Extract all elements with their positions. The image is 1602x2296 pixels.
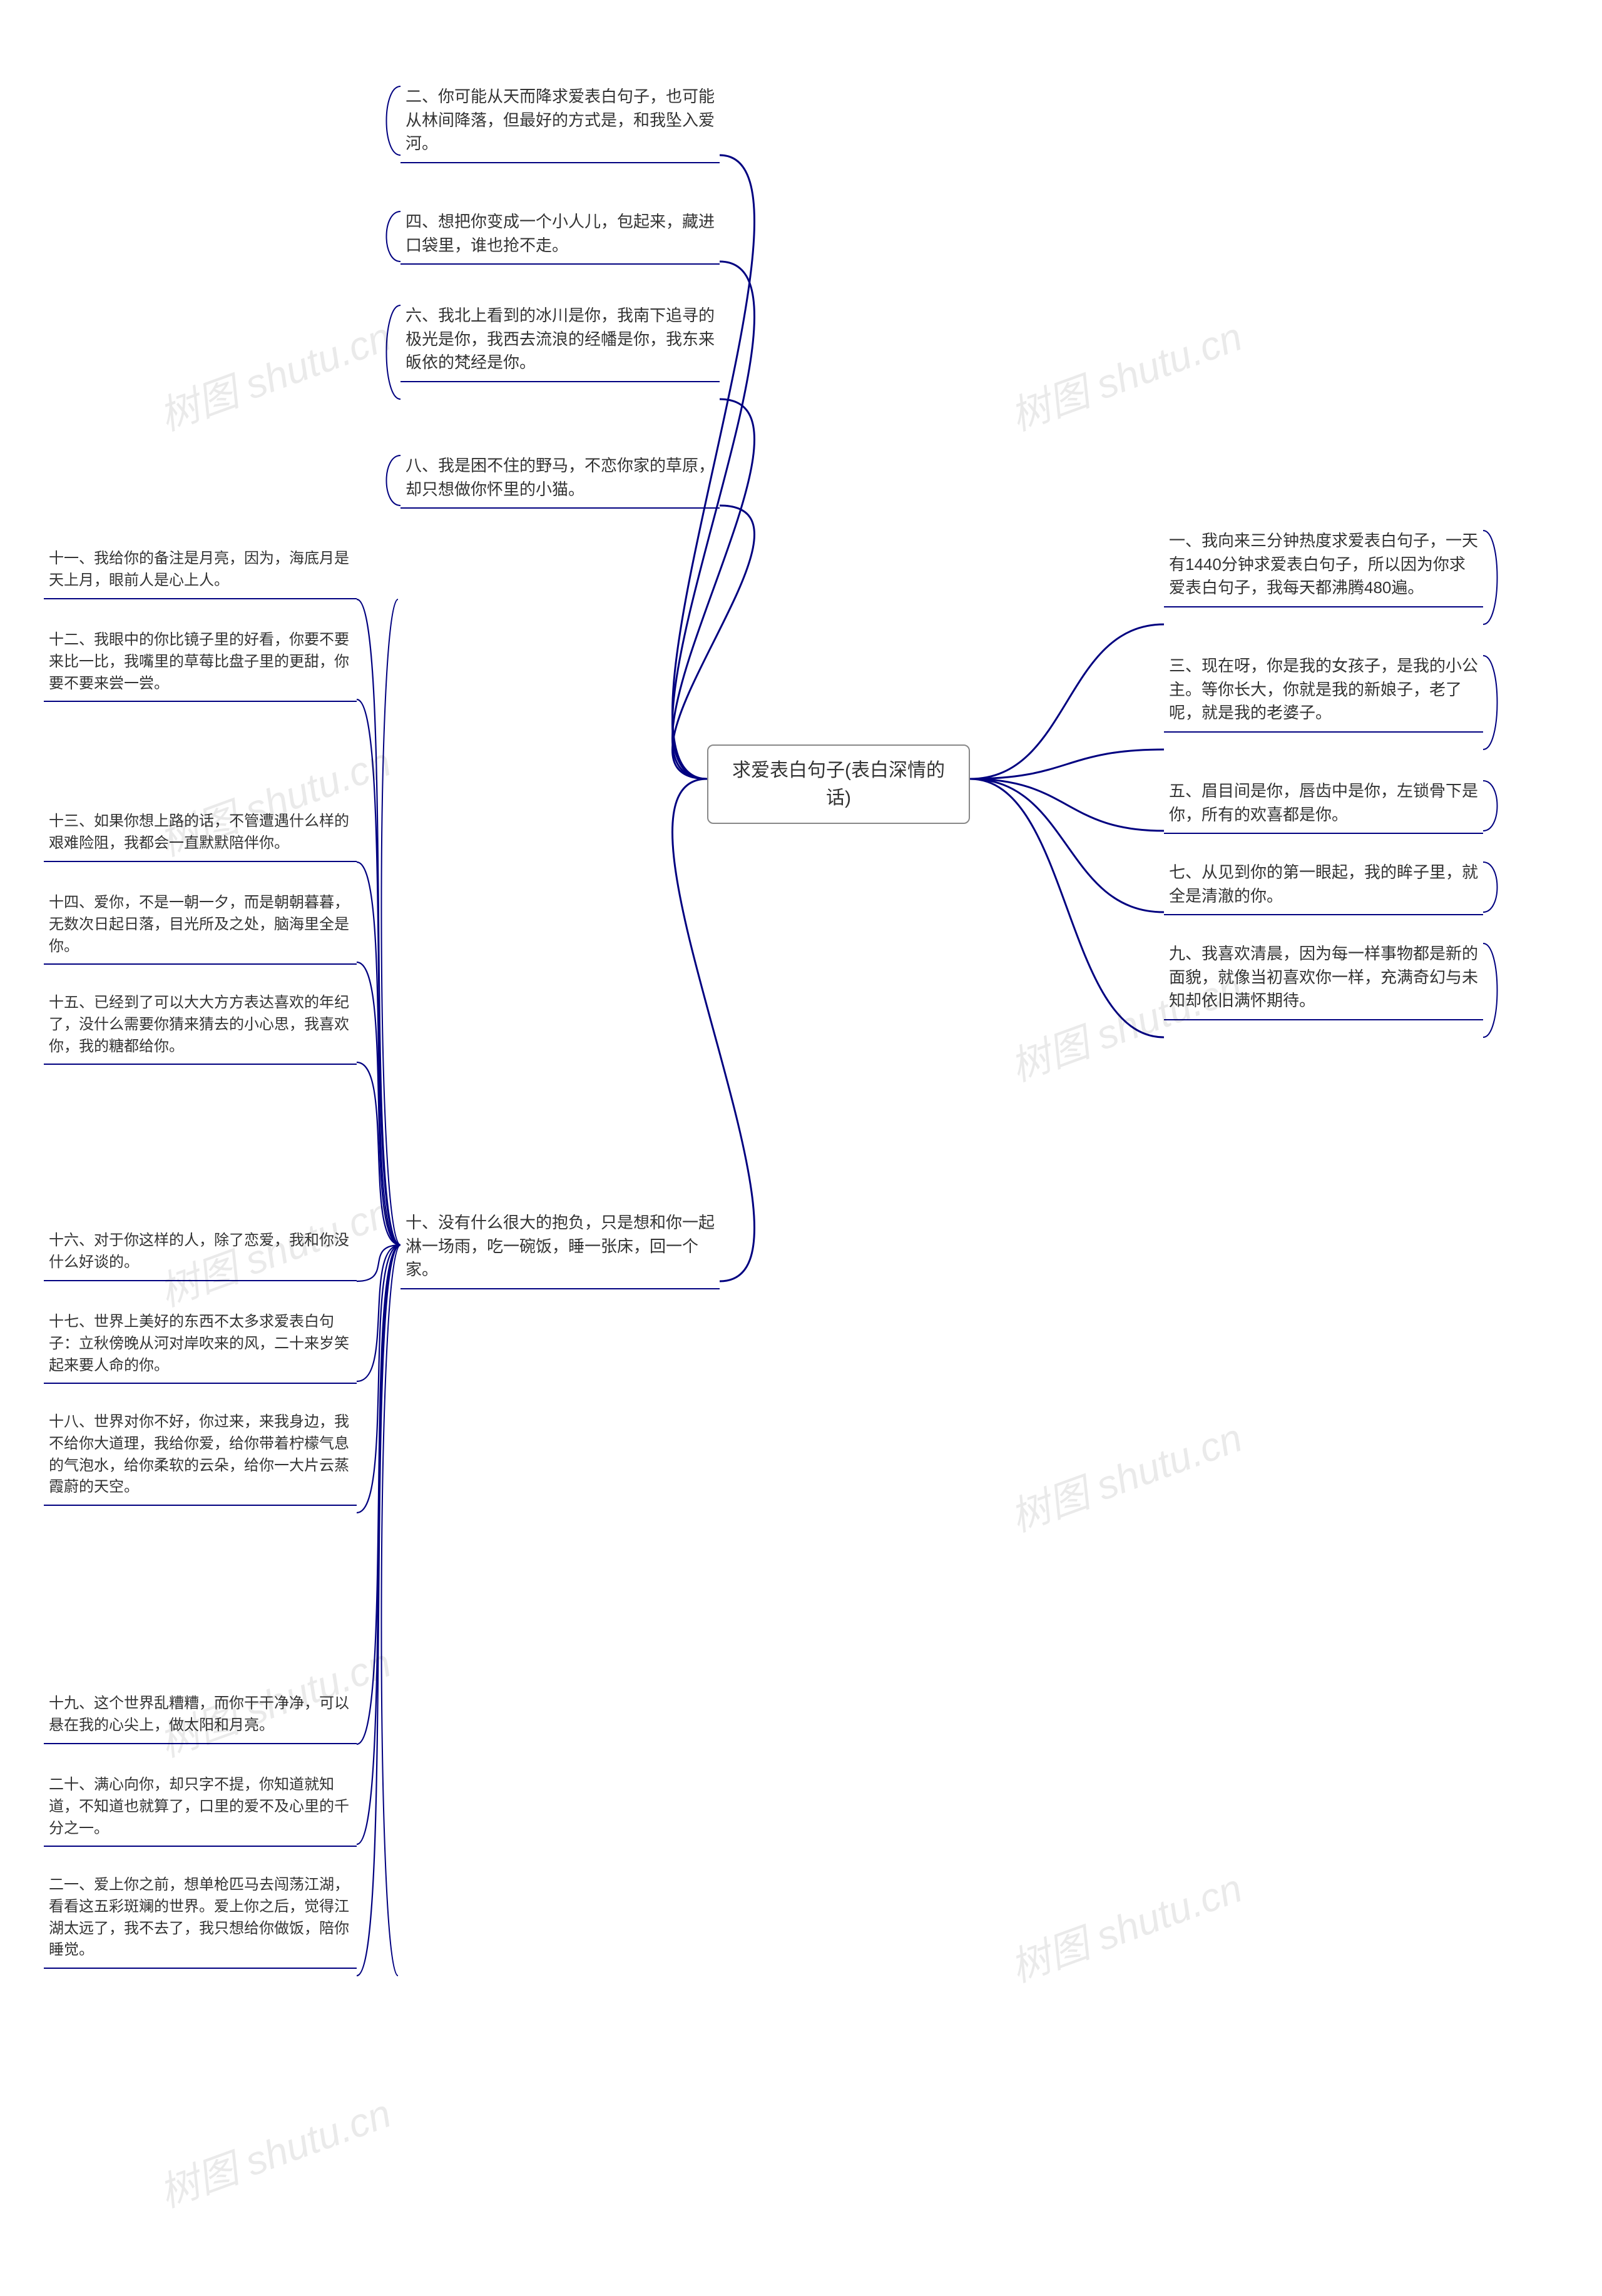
leaf-node-l15: 十五、已经到了可以大大方方表达喜欢的年纪了，没什么需要你猜来猜去的小心思，我喜欢… (44, 988, 357, 1065)
mid-node-m10: 十、没有什么很大的抱负，只是想和你一起淋一场雨，吃一碗饭，睡一张床，回一个家。 (400, 1207, 720, 1289)
leaf-node-l12: 十二、我眼中的你比镜子里的好看，你要不要来比一比，我嘴里的草莓比盘子里的更甜，你… (44, 626, 357, 702)
upper-node-u8: 八、我是困不住的野马，不恋你家的草原，却只想做你怀里的小猫。 (400, 450, 720, 509)
right-node-r3: 三、现在呀，你是我的女孩子，是我的小公主。等你长大，你就是我的新娘子，老了呢，就… (1164, 651, 1483, 733)
upper-node-u4: 四、想把你变成一个小人儿，包起来，藏进口袋里，谁也抢不走。 (400, 206, 720, 265)
center-topic: 求爱表白句子(表白深情的话) (707, 744, 970, 824)
upper-node-u2: 二、你可能从天而降求爱表白句子，也可能从林间降落，但最好的方式是，和我坠入爱河。 (400, 81, 720, 163)
leaf-node-l21: 二一、爱上你之前，想单枪匹马去闯荡江湖，看看这五彩斑斓的世界。爱上你之后，觉得江… (44, 1871, 357, 1969)
leaf-node-l16: 十六、对于你这样的人，除了恋爱，我和你没什么好谈的。 (44, 1226, 357, 1281)
right-node-r9: 九、我喜欢清晨，因为每一样事物都是新的面貌，就像当初喜欢你一样，充满奇幻与未知却… (1164, 938, 1483, 1020)
right-node-r1: 一、我向来三分钟热度求爱表白句子，一天有1440分钟求爱表白句子，所以因为你求爱… (1164, 526, 1483, 607)
leaf-node-l14: 十四、爱你，不是一朝一夕，而是朝朝暮暮，无数次日起日落，目光所及之处，脑海里全是… (44, 888, 357, 965)
right-node-r5: 五、眉目间是你，唇齿中是你，左锁骨下是你，所有的欢喜都是你。 (1164, 776, 1483, 834)
leaf-node-l11: 十一、我给你的备注是月亮，因为，海底月是天上月，眼前人是心上人。 (44, 544, 357, 599)
right-node-r7: 七、从见到你的第一眼起，我的眸子里，就全是清澈的你。 (1164, 857, 1483, 915)
upper-node-u6: 六、我北上看到的冰川是你，我南下追寻的极光是你，我西去流浪的经幡是你，我东来皈依… (400, 300, 720, 382)
leaf-node-l18: 十八、世界对你不好，你过来，来我身边，我不给你大道理，我给你爱，给你带着柠檬气息… (44, 1408, 357, 1506)
leaf-node-l13: 十三、如果你想上路的话，不管遭遇什么样的艰难险阻，我都会一直默默陪伴你。 (44, 807, 357, 862)
leaf-node-l19: 十九、这个世界乱糟糟，而你干干净净，可以悬在我的心尖上，做太阳和月亮。 (44, 1689, 357, 1744)
leaf-node-l20: 二十、满心向你，却只字不提，你知道就知道，不知道也就算了，口里的爱不及心里的千分… (44, 1770, 357, 1847)
leaf-node-l17: 十七、世界上美好的东西不太多求爱表白句子：立秋傍晚从河对岸吹来的风，二十来岁笑起… (44, 1308, 357, 1384)
